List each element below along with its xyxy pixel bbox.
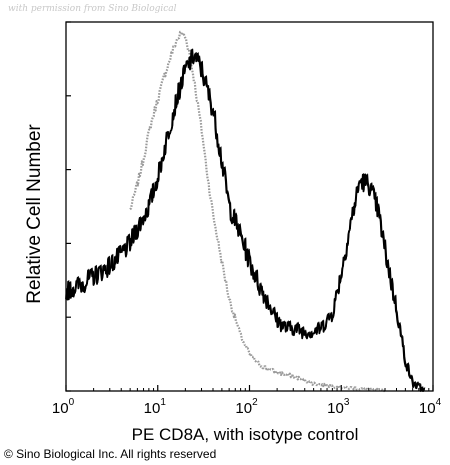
x-tick-exponent: 3 [344,397,350,408]
x-tick-exponent: 2 [252,397,258,408]
watermark-text: with permission from Sino Biological [8,4,177,14]
isotype-histogram-line [129,30,386,393]
x-tick-exponent: 0 [69,397,75,408]
x-tick-base: 10 [144,400,161,417]
series-isotype-control [129,30,386,393]
x-axis-label: PE CD8A, with isotype control [132,425,359,444]
x-tick-label: 103 [327,397,350,417]
x-tick-exponent: 1 [160,397,166,408]
y-axis-ticks [66,21,71,392]
plot-area: 100 101 102 103 104 [52,21,442,417]
x-tick-label: 101 [144,397,167,417]
x-tick-exponent: 4 [436,397,442,408]
copyright-notice: © Sino Biological Inc. All rights reserv… [4,447,216,461]
x-tick-base: 10 [52,400,69,417]
x-tick-label: 104 [419,397,442,417]
x-tick-base: 10 [235,400,252,417]
x-tick-base: 10 [327,400,344,417]
series-cd8a-stained [65,48,426,392]
y-axis-label: Relative Cell Number [24,124,45,304]
series-layer [65,30,426,393]
x-tick-label: 100 [52,397,75,417]
x-tick-label: 102 [235,397,258,417]
cd8a-histogram-line-shadow [66,48,426,391]
cd8a-histogram-line [65,49,425,392]
x-tick-base: 10 [419,400,436,417]
x-axis-ticks: 100 101 102 103 104 [52,385,442,417]
